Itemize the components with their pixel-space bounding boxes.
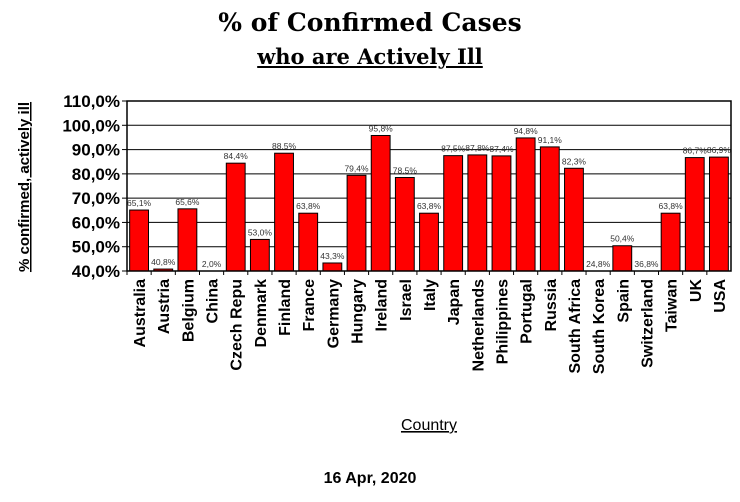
x-tick-label: Philippines (494, 279, 511, 364)
x-tick-label: USA (712, 279, 729, 313)
x-tick-label: Finland (277, 279, 294, 336)
bar-spain (612, 245, 633, 272)
bar-finland (274, 152, 294, 272)
value-label: 24,8% (586, 259, 611, 269)
value-label: 84,4% (224, 151, 249, 161)
value-label: 50,4% (610, 234, 635, 244)
date-label: 16 Apr, 2020 (323, 470, 417, 487)
value-label: 40,8% (151, 257, 176, 267)
x-tick-label: Czech Repu (229, 279, 246, 371)
bar-south-africa (564, 167, 584, 272)
x-tick-label: Australia (132, 279, 149, 348)
value-label: 82,3% (562, 156, 587, 166)
bar-portugal (515, 137, 536, 272)
value-label: 2,0% (202, 259, 222, 269)
bar-russia (539, 146, 560, 272)
bar-denmark (249, 238, 270, 272)
bar-australia (129, 209, 150, 272)
x-tick-label: Austria (156, 279, 173, 334)
bar-chart-svg: 40,0% 50,0% 60,0% 70,0% 80,0% 90,0% 100,0% 110,… (16, 92, 732, 434)
y-tick-label: 80,0% (72, 165, 120, 184)
x-tick-label: Hungary (350, 279, 367, 344)
x-tick-label: Russia (543, 279, 560, 332)
x-tick-label: Japan (446, 279, 463, 325)
bar-taiwan (660, 212, 681, 272)
x-tick-label: Belgium (180, 279, 197, 342)
bar-philippines (491, 155, 512, 272)
x-tick-label: Germany (325, 279, 342, 348)
value-label: 43,3% (320, 251, 345, 261)
x-tick-label: Taiwan (664, 279, 681, 332)
y-tick-label: 50,0% (72, 238, 120, 257)
y-axis-title: % confirmed, actively ill (16, 102, 33, 272)
value-label: 65,6% (175, 197, 200, 207)
y-tick-label: 100,0% (62, 116, 120, 135)
y-tick-label: 70,0% (72, 189, 120, 208)
x-tick-label: Spain (615, 279, 632, 323)
bar-italy (419, 212, 439, 272)
plot-frame (126, 100, 732, 272)
value-label: 87,4% (489, 144, 514, 154)
value-label: 94,8% (514, 126, 539, 136)
x-tick-label: Israel (398, 279, 415, 321)
x-tick-label: Italy (422, 279, 439, 311)
x-tick-label: South Africa (567, 279, 584, 374)
value-label: 63,8% (659, 201, 684, 211)
value-labels: 65,1% 40,8% 65,6% 2,0% 84,4% 53,0% 88,5% 63,8% 4… (127, 123, 731, 269)
value-label: 63,8% (296, 201, 321, 211)
bar-germany (322, 262, 343, 272)
x-tick-labels: Australia Austria Belgium China Czech Repu De… (132, 279, 729, 375)
x-tick-label: France (301, 279, 318, 332)
value-label: 91,1% (538, 135, 563, 145)
y-tick-labels: 40,0% 50,0% 60,0% 70,0% 80,0% 90,0% 100,0% 110,… (62, 92, 120, 281)
bars (129, 134, 729, 272)
value-label: 36,8% (634, 259, 659, 269)
bar-usa (708, 156, 729, 272)
value-label: 95,8% (369, 123, 394, 133)
bar-israel (394, 177, 415, 272)
x-tick-label: China (205, 279, 222, 324)
value-label: 78,5% (393, 166, 418, 176)
x-tick-label: Portugal (519, 279, 536, 344)
y-tick-label: 90,0% (72, 141, 120, 160)
bar-ireland (370, 134, 391, 272)
value-label: 86,9% (707, 145, 732, 155)
value-label: 86,7% (683, 146, 708, 156)
value-label: 53,0% (248, 227, 273, 237)
bar-czech-repu (225, 162, 246, 272)
value-label: 65,1% (127, 198, 152, 208)
value-label: 63,8% (417, 201, 442, 211)
y-tick-label: 60,0% (72, 213, 120, 232)
value-label: 87,8% (465, 143, 490, 153)
x-tick-label: Netherlands (470, 279, 487, 372)
y-tick-label: 110,0% (63, 92, 120, 111)
value-label: 88,5% (272, 141, 297, 151)
bar-japan (443, 155, 464, 272)
bar-netherlands (467, 154, 488, 272)
x-tick-label: UK (688, 279, 705, 303)
x-tick-label: South Korea (591, 279, 608, 374)
y-tick-label: 40,0% (72, 262, 120, 281)
bar-france (298, 212, 319, 272)
chart-title: % of Confirmed Cases (218, 8, 522, 37)
bar-hungary (346, 174, 367, 272)
value-label: 79,4% (344, 163, 369, 173)
x-tick-label: Switzerland (639, 279, 656, 368)
chart-subtitle: who are Actively Ill (257, 44, 483, 69)
x-tick-label: Denmark (253, 279, 270, 348)
x-tick-label: Ireland (374, 279, 391, 331)
value-label: 87,5% (441, 144, 466, 154)
bar-belgium (177, 208, 198, 272)
x-axis-title: Country (401, 417, 457, 434)
bar-uk (684, 157, 705, 272)
